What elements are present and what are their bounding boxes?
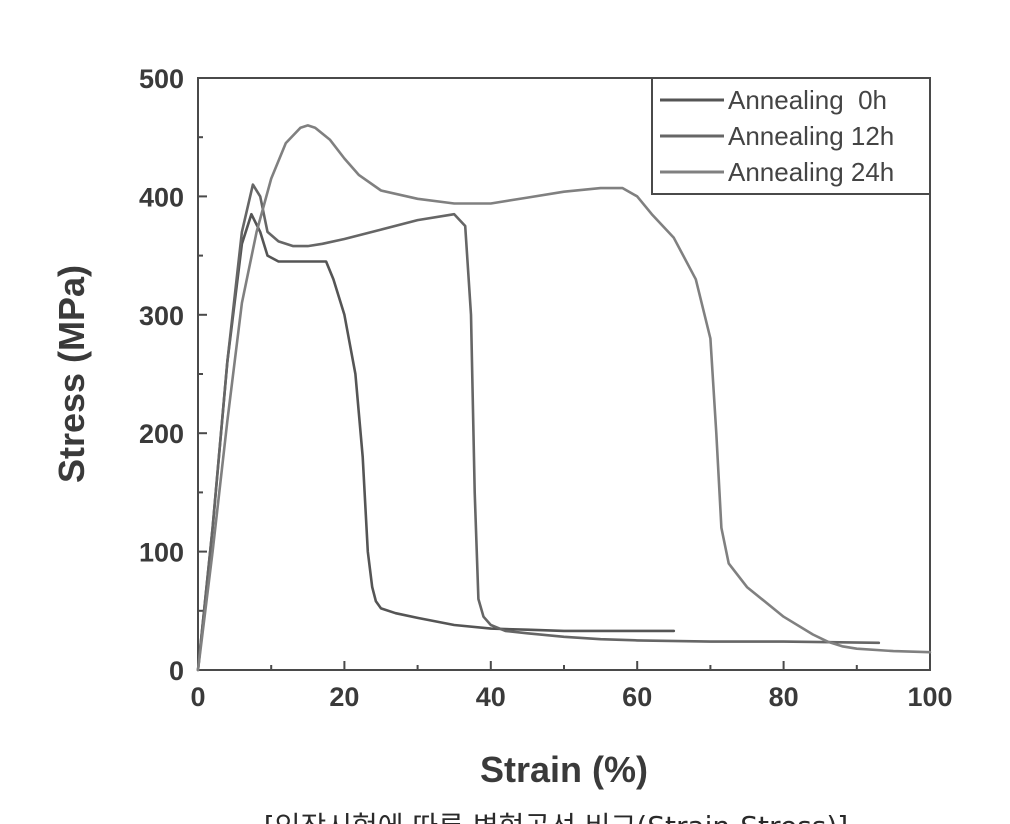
x-tick-label: 60 [622, 682, 652, 712]
x-tick-label: 40 [476, 682, 506, 712]
y-tick-label: 0 [169, 656, 184, 686]
y-tick-label: 500 [139, 64, 184, 94]
y-tick-label: 400 [139, 182, 184, 212]
y-tick-label: 300 [139, 301, 184, 331]
legend-label-2: Annealing 12h [728, 121, 894, 151]
y-tick-label: 100 [139, 538, 184, 568]
legend-label-3: Annealing 24h [728, 157, 894, 187]
y-axis-title: Stress (MPa) [51, 265, 92, 483]
x-tick-label: 100 [907, 682, 952, 712]
y-tick-label: 200 [139, 419, 184, 449]
legend: Annealing 0h Annealing 12h Annealing 24h [652, 78, 930, 194]
x-tick-label: 0 [190, 682, 205, 712]
x-tick-label: 20 [329, 682, 359, 712]
legend-label-1: Annealing 0h [728, 85, 887, 115]
figure-caption: [인장시험에 따른 변형곡선 비교(Strain-Stress)] [264, 810, 848, 824]
x-tick-label: 80 [769, 682, 799, 712]
x-axis-title: Strain (%) [480, 749, 648, 790]
